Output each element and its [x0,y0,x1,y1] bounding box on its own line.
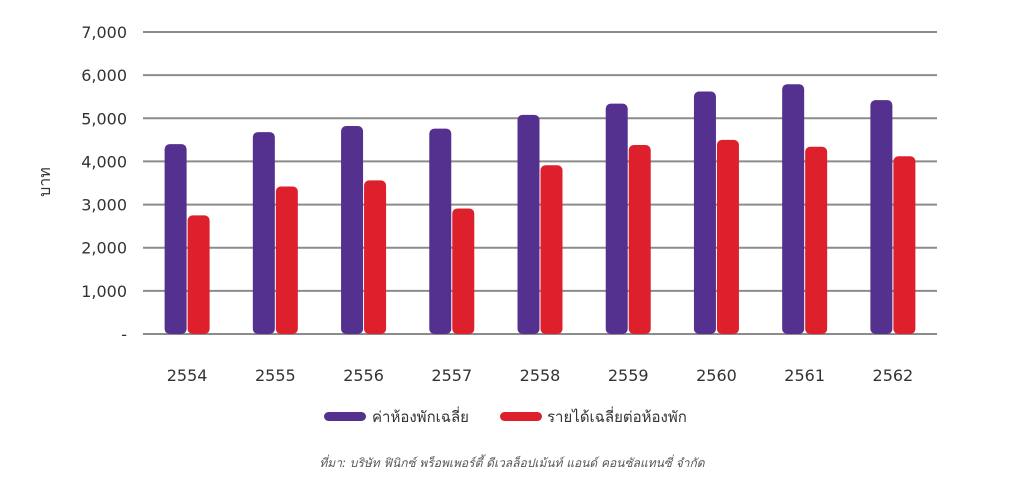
bar-revpar-2560 [716,139,739,334]
x-axis-ticks: 2554 2555 2556 2557 2558 2559 2560 2561 2562 [167,366,913,385]
legend-label: รายได้เฉลี่ยต่อห้องพัก [547,406,687,426]
legend-swatch [324,412,366,421]
bar-revpar-2558 [540,165,563,334]
bar-revpar-2555 [275,186,298,334]
y-axis-title: บาท [35,167,54,197]
bar-revpar-2561 [805,146,828,334]
bar-revpar-2554 [187,215,210,334]
x-tick-label: 2555 [255,366,296,385]
bar-avg-room-rate-2562 [870,100,893,334]
bar-revpar-2556 [364,180,387,334]
y-tick-label: 3,000 [81,196,127,215]
bar-avg-room-rate-2555 [252,132,275,334]
legend: ค่าห้องพักเฉลี่ย รายได้เฉลี่ยต่อห้องพัก [324,406,687,426]
y-tick-label: 7,000 [81,23,127,42]
source-note: ที่มา: บริษัท ฟินิกซ์ พร็อพเพอร์ตี้ ดีเว… [319,456,705,470]
bar-avg-room-rate-2559 [605,103,628,334]
y-tick-label: 1,000 [81,282,127,301]
x-tick-label: 2556 [343,366,384,385]
bar-avg-room-rate-2557 [429,128,452,334]
x-tick-label: 2554 [167,366,208,385]
bars [164,84,916,335]
legend-swatch [500,412,542,421]
bar-avg-room-rate-2561 [782,84,805,335]
x-tick-label: 2559 [608,366,649,385]
x-tick-label: 2558 [520,366,561,385]
legend-label: ค่าห้องพักเฉลี่ย [372,406,469,426]
bar-avg-room-rate-2558 [517,114,540,334]
x-tick-label: 2561 [784,366,825,385]
bar-revpar-2557 [452,208,475,334]
bar-avg-room-rate-2554 [164,144,187,334]
y-tick-label: - [121,325,127,344]
x-tick-label: 2562 [873,366,914,385]
x-tick-label: 2560 [696,366,737,385]
y-tick-label: 2,000 [81,239,127,258]
y-tick-label: 5,000 [81,109,127,128]
x-tick-label: 2557 [431,366,472,385]
bar-avg-room-rate-2560 [693,91,716,334]
bar-revpar-2559 [628,145,651,334]
y-tick-label: 6,000 [81,66,127,85]
y-axis-ticks: - 1,000 2,000 3,000 4,000 5,000 6,000 7,000 [81,23,127,344]
bar-avg-room-rate-2556 [341,126,364,335]
bar-revpar-2562 [893,156,916,334]
y-tick-label: 4,000 [81,152,127,171]
gridlines [143,31,937,335]
